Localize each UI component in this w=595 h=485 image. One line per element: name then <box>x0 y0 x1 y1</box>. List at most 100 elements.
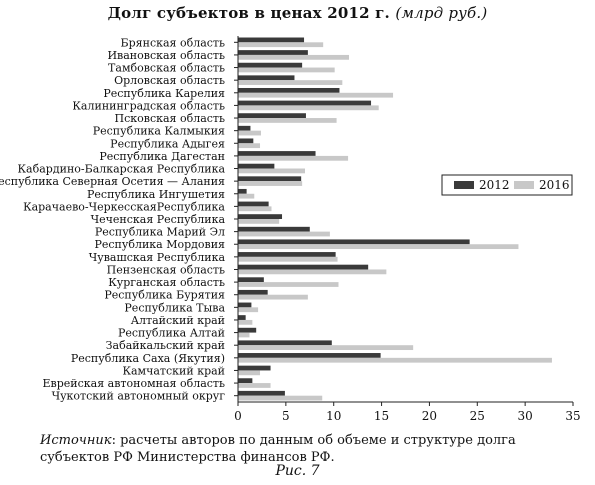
x-tick-label: 5 <box>282 409 290 423</box>
category-label: Ивановская область <box>107 49 225 62</box>
bar-2016 <box>238 130 261 136</box>
bar-2012 <box>238 365 271 371</box>
bar-2012 <box>238 277 264 283</box>
bar-2016 <box>238 256 338 262</box>
bar-2012 <box>238 378 253 384</box>
bar-2016 <box>238 92 394 98</box>
category-label: Республика Марий Эл <box>95 226 225 239</box>
bar-2012 <box>238 226 310 232</box>
category-label: Республика Карелия <box>103 87 225 100</box>
source-note-lead: Источник <box>40 433 112 448</box>
bar-2016 <box>238 395 323 401</box>
category-label: Пензенская область <box>107 263 225 276</box>
bar-2012 <box>238 214 283 219</box>
category-label: Курганская область <box>108 276 225 289</box>
bar-2016 <box>238 80 343 85</box>
bar-2016 <box>238 168 305 174</box>
source-note: Источник: расчеты авторов по данным об о… <box>40 432 588 466</box>
chart-title-text: Долг субъектов в ценах 2012 г. <box>107 4 390 22</box>
bar-2012 <box>238 340 332 346</box>
category-label: Чувашская Республика <box>89 251 226 264</box>
legend-label-2016: 2016 <box>539 178 570 192</box>
category-label: Калининградская область <box>72 99 225 112</box>
bar-2012 <box>238 100 372 106</box>
category-label: Республика Ингушетия <box>87 188 225 201</box>
category-label: Республика Северная Осетия — Алания <box>0 175 225 188</box>
bar-2016 <box>238 231 330 237</box>
bar-2012 <box>238 390 285 396</box>
legend-swatch-2012 <box>454 181 474 189</box>
category-label: Забайкальский край <box>106 339 225 352</box>
category-label: Карачаево-ЧеркесскаяРеспублика <box>23 200 225 213</box>
bar-2012 <box>238 252 336 257</box>
bar-2016 <box>238 370 261 376</box>
category-label: Чеченская Республика <box>91 213 226 226</box>
category-label: Еврейская автономная область <box>43 377 225 390</box>
figure-caption: Рис. 7 <box>275 463 320 479</box>
category-label: Республика Мордовия <box>94 238 225 251</box>
source-note-text: : расчеты авторов по данным об объеме и … <box>40 433 516 465</box>
bar-2012 <box>238 327 257 333</box>
bar-2016 <box>238 118 337 123</box>
category-label: Республика Тыва <box>124 301 225 314</box>
category-label: Республика Калмыкия <box>93 125 225 138</box>
category-label: Брянская область <box>121 36 225 49</box>
bar-2016 <box>238 206 272 212</box>
category-label: Республика Бурятия <box>104 289 225 302</box>
x-tick-label: 15 <box>374 409 389 423</box>
bar-2016 <box>238 67 335 73</box>
bar-2012 <box>238 353 381 358</box>
bar-2016 <box>238 155 349 161</box>
bar-2016 <box>238 181 303 186</box>
bar-2012 <box>238 176 302 182</box>
chart-title-unit: (млрд руб.) <box>395 4 488 22</box>
category-label: Тамбовская область <box>108 62 225 75</box>
category-label: Орловская область <box>114 74 225 87</box>
bar-2016 <box>238 193 255 199</box>
bar-2012 <box>238 302 252 308</box>
bar-2016 <box>238 319 253 325</box>
bar-2012 <box>238 163 275 169</box>
category-label: Республика Адыгея <box>110 137 225 150</box>
bar-2012 <box>238 37 305 43</box>
legend-label-2012: 2012 <box>479 178 510 192</box>
bar-2016 <box>238 383 271 388</box>
chart-title: Долг субъектов в ценах 2012 г. (млрд руб… <box>0 4 595 22</box>
bar-2012 <box>238 113 306 119</box>
bar-2012 <box>238 75 295 81</box>
category-label: Кабардино-Балкарская Республика <box>18 163 226 176</box>
category-label: Псковская область <box>115 112 226 125</box>
bar-2016 <box>238 244 519 250</box>
bar-2016 <box>238 294 308 300</box>
bar-2016 <box>238 269 387 275</box>
x-tick-label: 0 <box>234 409 242 423</box>
x-tick-label: 35 <box>565 409 580 423</box>
bar-2012 <box>238 151 316 156</box>
bar-2012 <box>238 62 303 68</box>
x-tick-label: 10 <box>326 409 341 423</box>
bar-2012 <box>238 138 254 144</box>
bar-2012 <box>238 125 251 131</box>
category-label: Республика Дагестан <box>99 150 225 163</box>
bar-2012 <box>238 315 246 320</box>
bar-2012 <box>238 239 470 245</box>
bar-2016 <box>238 105 379 111</box>
bar-2016 <box>238 345 414 351</box>
bar-2016 <box>238 54 350 60</box>
category-label: Алтайский край <box>131 314 225 327</box>
category-label: Республика Алтай <box>118 327 225 340</box>
bar-2012 <box>238 188 247 194</box>
bar-2016 <box>238 143 261 149</box>
category-label: Камчатский край <box>122 364 225 377</box>
x-tick-label: 30 <box>518 409 533 423</box>
bar-2012 <box>238 87 340 93</box>
x-tick-label: 25 <box>470 409 485 423</box>
bar-2012 <box>238 264 369 270</box>
bar-2016 <box>238 332 250 338</box>
x-tick-label: 20 <box>422 409 437 423</box>
legend-box <box>441 174 573 196</box>
bar-2012 <box>238 201 269 207</box>
category-label: Чукотский автономный округ <box>52 390 226 403</box>
bar-2012 <box>238 289 268 295</box>
